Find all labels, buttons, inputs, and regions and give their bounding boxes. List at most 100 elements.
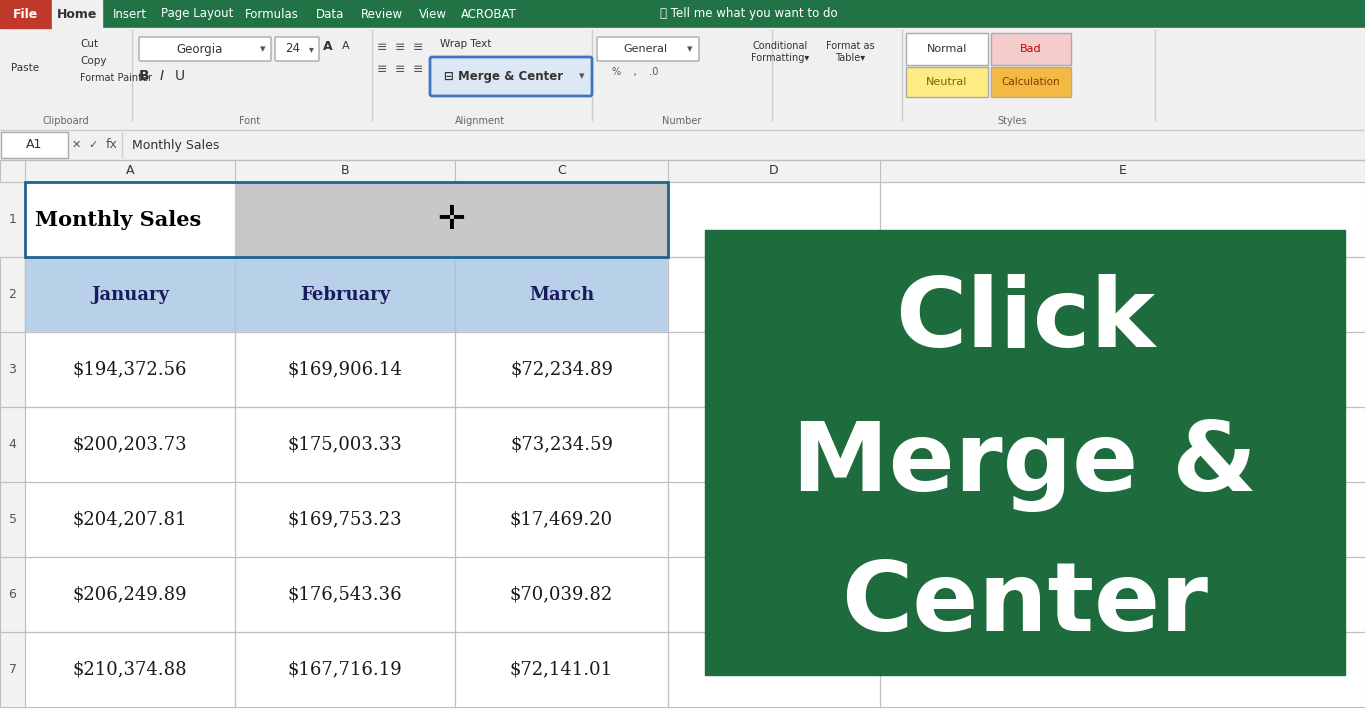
Text: ✕: ✕ xyxy=(71,140,81,150)
Text: Clipboard: Clipboard xyxy=(42,116,89,126)
Bar xyxy=(880,160,1365,182)
Bar xyxy=(880,632,1365,707)
Text: Georgia: Georgia xyxy=(177,43,224,55)
Bar xyxy=(235,482,455,557)
Text: 7: 7 xyxy=(8,663,16,676)
Text: D: D xyxy=(770,164,779,177)
Text: I: I xyxy=(160,69,164,83)
FancyBboxPatch shape xyxy=(906,67,988,97)
Text: ≡: ≡ xyxy=(394,42,405,55)
FancyBboxPatch shape xyxy=(991,67,1072,97)
Text: ✓: ✓ xyxy=(89,140,98,150)
Text: Normal: Normal xyxy=(927,44,968,54)
Bar xyxy=(25,407,235,482)
Text: $169,753.23: $169,753.23 xyxy=(288,510,403,528)
Text: A: A xyxy=(324,40,333,52)
Bar xyxy=(455,632,667,707)
Bar xyxy=(880,332,1365,407)
Bar xyxy=(25,332,235,407)
Bar xyxy=(667,482,880,557)
Bar xyxy=(235,160,455,182)
Text: ▾: ▾ xyxy=(308,44,314,54)
Bar xyxy=(25,557,235,632)
Bar xyxy=(667,257,880,332)
Text: Monthly Sales: Monthly Sales xyxy=(132,138,220,152)
Text: ▾: ▾ xyxy=(687,44,693,54)
Bar xyxy=(455,332,667,407)
Text: Data: Data xyxy=(315,8,344,21)
Text: 4: 4 xyxy=(8,438,16,451)
Bar xyxy=(25,632,235,707)
Text: Home: Home xyxy=(57,8,97,21)
FancyBboxPatch shape xyxy=(139,37,272,61)
Text: Formulas: Formulas xyxy=(246,8,299,21)
Bar xyxy=(455,257,667,332)
Text: ≡: ≡ xyxy=(412,42,423,55)
Bar xyxy=(455,482,667,557)
Text: Conditional
Formatting▾: Conditional Formatting▾ xyxy=(751,41,809,63)
Bar xyxy=(0,482,25,557)
FancyBboxPatch shape xyxy=(991,33,1072,65)
Text: Neutral: Neutral xyxy=(927,77,968,87)
Text: Wrap Text: Wrap Text xyxy=(440,39,491,49)
Text: $200,203.73: $200,203.73 xyxy=(72,435,187,454)
Bar xyxy=(455,557,667,632)
Bar xyxy=(667,632,880,707)
Text: Click: Click xyxy=(895,274,1155,367)
Text: Insert: Insert xyxy=(112,8,146,21)
Text: ⌕ Tell me what you want to do: ⌕ Tell me what you want to do xyxy=(661,8,838,21)
Bar xyxy=(0,632,25,707)
Bar xyxy=(880,257,1365,332)
Text: U: U xyxy=(175,69,186,83)
Text: A: A xyxy=(343,41,349,51)
Text: 3: 3 xyxy=(8,363,16,376)
Bar xyxy=(25,160,235,182)
Bar xyxy=(235,557,455,632)
Text: Monthly Sales: Monthly Sales xyxy=(35,209,201,230)
FancyBboxPatch shape xyxy=(1,132,68,158)
Text: Alignment: Alignment xyxy=(455,116,505,126)
Text: $176,543.36: $176,543.36 xyxy=(288,586,403,603)
Text: B: B xyxy=(341,164,349,177)
Text: Format as
Table▾: Format as Table▾ xyxy=(826,41,875,63)
Text: Cut: Cut xyxy=(81,39,98,49)
Text: Page Layout: Page Layout xyxy=(161,8,233,21)
Bar xyxy=(667,557,880,632)
Text: ▾: ▾ xyxy=(261,44,266,54)
Bar xyxy=(25,182,235,257)
Text: $206,249.89: $206,249.89 xyxy=(72,586,187,603)
Bar xyxy=(0,160,1365,709)
Text: $72,141.01: $72,141.01 xyxy=(511,661,613,679)
Text: $210,374.88: $210,374.88 xyxy=(72,661,187,679)
Text: File: File xyxy=(14,8,38,21)
Text: Styles: Styles xyxy=(998,116,1026,126)
Text: $204,207.81: $204,207.81 xyxy=(72,510,187,528)
Text: ✛: ✛ xyxy=(438,203,465,236)
Bar xyxy=(880,407,1365,482)
Text: Center: Center xyxy=(841,559,1208,652)
Bar xyxy=(0,0,1365,130)
Bar xyxy=(880,482,1365,557)
Bar xyxy=(235,632,455,707)
FancyBboxPatch shape xyxy=(597,37,699,61)
Bar xyxy=(0,28,1365,130)
Text: 2: 2 xyxy=(8,288,16,301)
Text: $169,906.14: $169,906.14 xyxy=(288,360,403,379)
Bar xyxy=(667,182,880,257)
Text: ≡: ≡ xyxy=(377,64,388,77)
Text: B: B xyxy=(139,69,149,83)
Bar xyxy=(880,557,1365,632)
Bar xyxy=(0,257,25,332)
Bar xyxy=(235,332,455,407)
Text: View: View xyxy=(419,8,446,21)
Text: 24: 24 xyxy=(285,43,300,55)
Bar xyxy=(25,182,667,257)
Text: $17,469.20: $17,469.20 xyxy=(511,510,613,528)
Text: ▾: ▾ xyxy=(579,72,584,82)
Bar xyxy=(0,182,25,257)
Text: Bad: Bad xyxy=(1020,44,1041,54)
Text: January: January xyxy=(91,286,169,303)
Text: $194,372.56: $194,372.56 xyxy=(72,360,187,379)
Text: C: C xyxy=(557,164,566,177)
Text: fx: fx xyxy=(106,138,117,152)
